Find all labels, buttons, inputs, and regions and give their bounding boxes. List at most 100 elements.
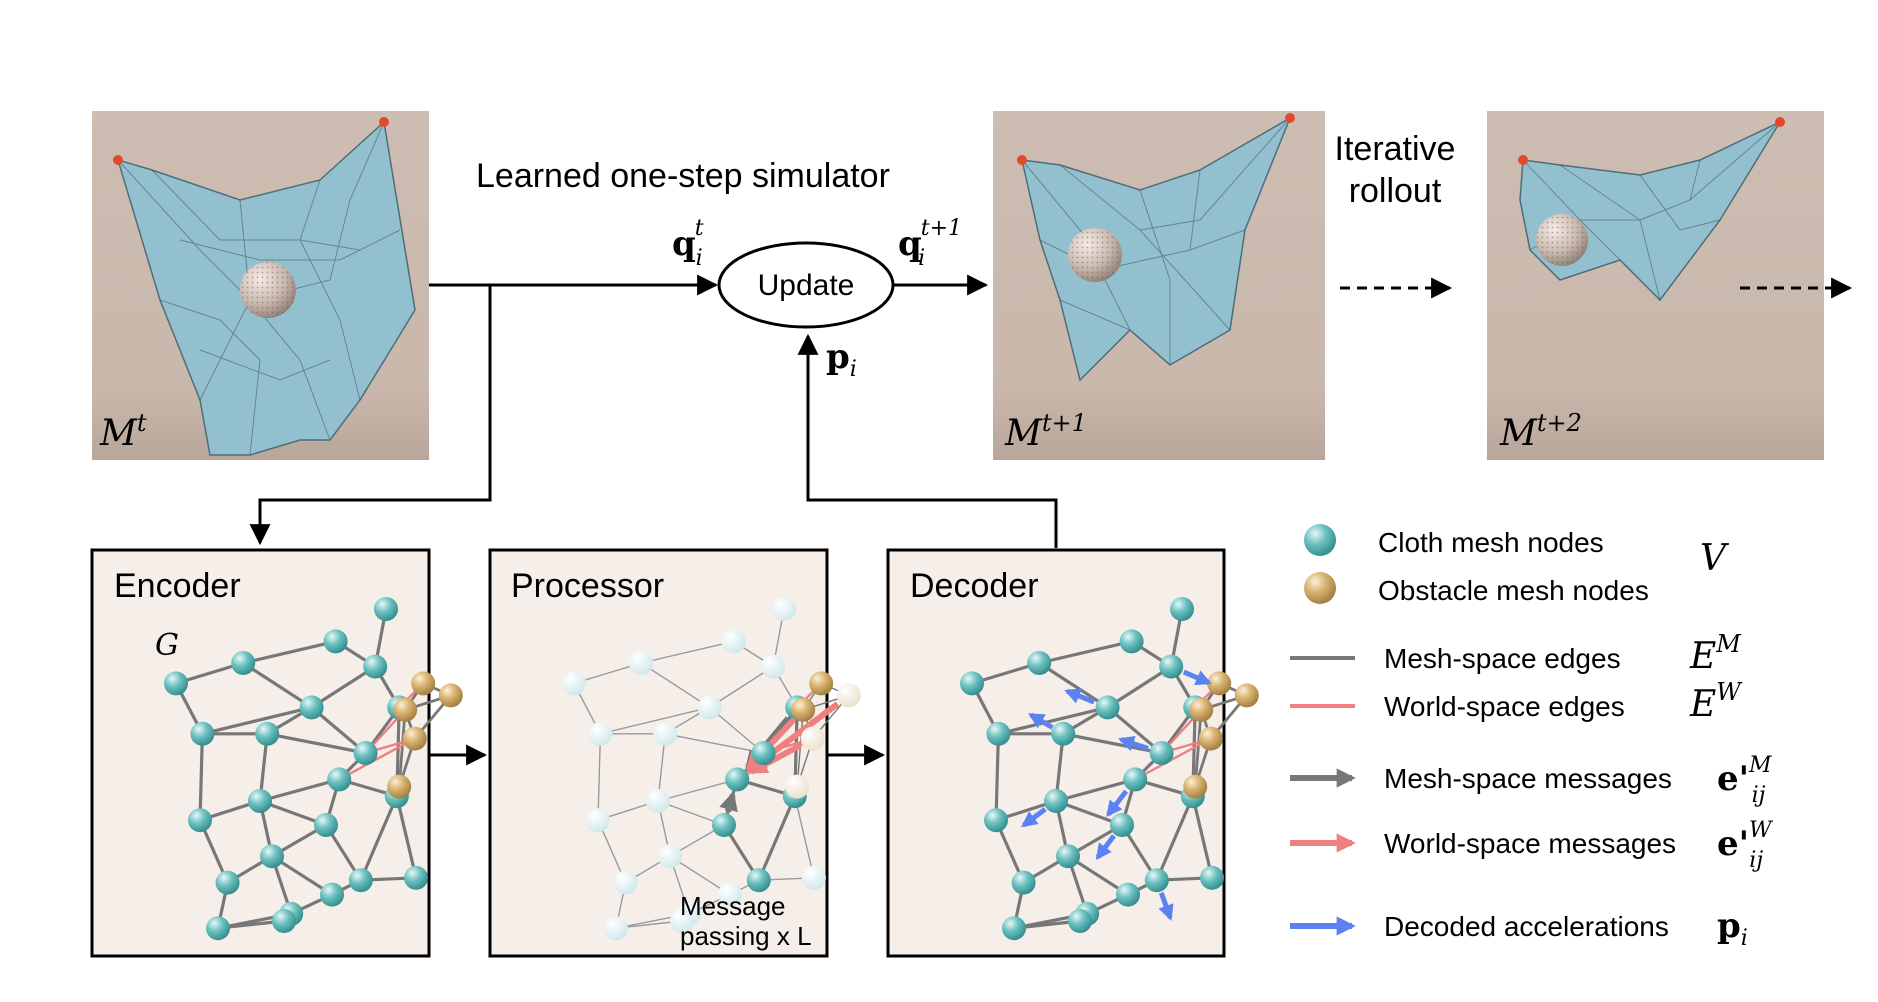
cloth-node <box>348 868 373 893</box>
frame-label-t-plus-1: Mt+1 <box>1004 409 1087 454</box>
cloth-node <box>1110 813 1134 837</box>
mesh-edge <box>395 795 418 879</box>
mesh-edge <box>640 662 710 708</box>
cloth-node <box>255 721 280 746</box>
cloth-node <box>1056 844 1080 869</box>
cloth-node <box>206 916 230 941</box>
encoder-title: Encoder <box>114 567 241 605</box>
q-in-label: qt i <box>672 216 704 271</box>
cloth-node <box>658 844 682 869</box>
cloth-node <box>718 882 742 907</box>
arrow-to-encoder <box>249 285 492 546</box>
obstacle-node <box>809 671 834 696</box>
cloth-node <box>272 909 296 933</box>
obstacle-node <box>791 697 816 722</box>
frame-label-t-plus-2: Mt+2 <box>1499 409 1582 454</box>
cloth-node <box>751 741 776 765</box>
cloth-node <box>231 651 256 675</box>
iterative-rollout-label: Iterative rollout <box>1335 130 1456 210</box>
obstacle-node <box>800 726 825 751</box>
cloth-node <box>1200 865 1224 890</box>
simulator-label: Learned one-step simulator <box>476 157 890 195</box>
world-edge <box>1134 737 1212 781</box>
cloth-node <box>1159 654 1184 679</box>
decoded-acceleration-arrow <box>1095 834 1116 860</box>
cloth-node <box>1027 651 1052 675</box>
legend-obstacle-nodes: Obstacle mesh nodes <box>1378 575 1649 606</box>
processor-note: Message passing x L <box>680 891 812 951</box>
cloth-node <box>653 721 678 746</box>
update-label: Update <box>758 269 855 302</box>
cloth-node <box>1119 629 1144 654</box>
mesh-edge <box>198 733 204 821</box>
cloth-node <box>629 651 654 675</box>
mesh-edge <box>1038 661 1109 709</box>
mesh-edge <box>359 795 399 881</box>
obstacle-node <box>402 726 427 751</box>
cloth-node <box>1095 695 1120 720</box>
obstacle-node <box>1234 683 1259 708</box>
cloth-node <box>697 695 722 720</box>
mesh-edge <box>310 665 377 709</box>
legend: Cloth mesh nodes Obstacle mesh nodes V M… <box>1290 524 1774 951</box>
cloth-node <box>562 671 586 696</box>
cloth-node <box>721 629 746 654</box>
cloth-node <box>1011 870 1036 895</box>
legend-world-messages-symbol: e'W ij <box>1717 818 1774 873</box>
cloth-node <box>215 870 240 895</box>
cloth-node <box>299 695 324 720</box>
obstacle-node <box>1198 726 1223 751</box>
mesh-edge <box>597 733 602 821</box>
legend-world-edges-symbol: EW <box>1689 678 1743 725</box>
obstacle-node <box>393 697 418 722</box>
cloth-node <box>374 597 398 621</box>
legend-world-edges: World-space edges <box>1384 691 1625 722</box>
legend-cloth-nodes: Cloth mesh nodes <box>1378 527 1604 558</box>
mesh-edge <box>641 640 734 664</box>
decoded-acceleration-arrow <box>1064 688 1096 705</box>
decoded-acceleration-arrow <box>1158 891 1174 922</box>
mesh-edge <box>994 733 1000 821</box>
world-edge <box>338 737 416 781</box>
mesh-edge <box>202 705 312 736</box>
obstacle-edge <box>397 709 407 787</box>
cloth-node <box>353 741 378 765</box>
legend-cloth-node-icon <box>1304 524 1336 556</box>
cloth-node <box>960 671 984 696</box>
decoded-acceleration-arrow <box>1118 735 1149 752</box>
mesh-edge <box>1055 777 1136 803</box>
obstacle-node <box>387 774 412 799</box>
decoder-block: Decoder <box>886 548 1259 958</box>
cloth-node <box>1170 597 1194 621</box>
cloth-node <box>670 909 694 933</box>
cloth-node <box>586 808 610 833</box>
cloth-node <box>404 865 428 890</box>
frame-label-t: Mt <box>99 409 147 454</box>
encoder-graph-label: G <box>155 628 179 663</box>
obstacle-node <box>1207 671 1232 696</box>
mesh-edge <box>657 778 738 802</box>
decoded-acceleration-arrow <box>1021 807 1047 828</box>
cloth-node <box>761 654 786 679</box>
cloth-node <box>248 789 272 813</box>
legend-mesh-messages: Mesh-space messages <box>1384 763 1672 794</box>
cloth-node <box>190 721 215 746</box>
legend-decoded-accelerations: Decoded accelerations <box>1384 911 1669 942</box>
cloth-node <box>613 870 638 895</box>
p-in-label: pi <box>826 337 857 382</box>
cloth-node <box>725 767 750 792</box>
cloth-node <box>327 767 352 792</box>
cloth-node <box>164 671 188 696</box>
mesh-edge <box>1106 665 1173 709</box>
cloth-node <box>1068 909 1092 933</box>
cloth-node <box>588 721 613 746</box>
cloth-node <box>1044 789 1068 813</box>
mesh-edge <box>1155 795 1195 881</box>
cloth-node <box>746 868 771 893</box>
mesh-edge <box>709 666 774 708</box>
mesh-message-arrow <box>719 791 738 813</box>
cloth-node <box>314 813 338 837</box>
cloth-node <box>984 808 1008 833</box>
cloth-node <box>1123 767 1148 792</box>
